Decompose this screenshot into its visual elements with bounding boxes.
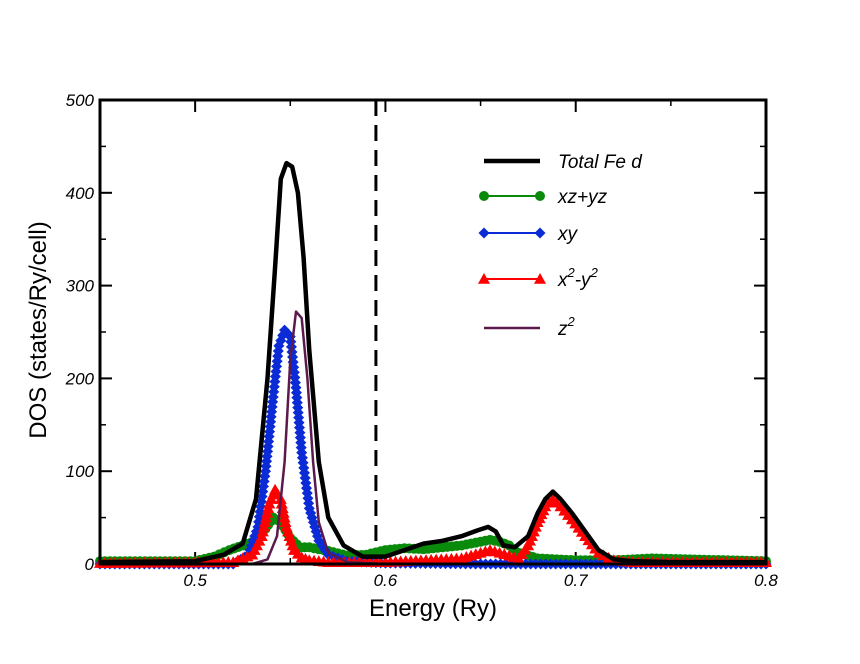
data-point bbox=[277, 506, 290, 518]
y-axis-title: DOS (states/Ry/cell) bbox=[25, 221, 52, 438]
legend-label: x2-y2 bbox=[557, 265, 599, 291]
legend-item: Total Fe d bbox=[484, 152, 643, 173]
legend-marker bbox=[534, 273, 546, 284]
y-tick-label: 100 bbox=[66, 462, 95, 481]
legend-marker bbox=[534, 227, 546, 239]
x-tick-label: 0.6 bbox=[374, 571, 398, 590]
legend-marker bbox=[478, 273, 490, 284]
y-tick-label: 300 bbox=[66, 277, 95, 296]
x-tick-label: 0.5 bbox=[183, 571, 207, 590]
axis-ticks bbox=[99, 99, 767, 565]
series-xy bbox=[94, 324, 772, 570]
x-tick-label: 0.8 bbox=[754, 571, 778, 590]
y-tick-label: 400 bbox=[66, 184, 95, 203]
y-tick-label: 0 bbox=[85, 555, 95, 574]
series-line bbox=[99, 160, 766, 565]
data-point bbox=[279, 516, 292, 528]
data-point bbox=[275, 497, 288, 509]
series-total-fe-d bbox=[99, 160, 766, 565]
series-line bbox=[100, 329, 766, 565]
legend-label: xy bbox=[557, 224, 579, 245]
y-tick-label: 200 bbox=[65, 369, 95, 388]
legend-marker bbox=[479, 191, 489, 201]
x-axis-title: Energy (Ry) bbox=[369, 595, 497, 622]
legend-marker bbox=[478, 227, 490, 239]
legend-item: x2-y2 bbox=[478, 265, 599, 291]
legend-marker bbox=[535, 191, 545, 201]
legend-item: xz+yz bbox=[479, 187, 608, 208]
y-tick-label: 500 bbox=[66, 91, 95, 110]
series-z2 bbox=[100, 310, 766, 566]
legend-label: xz+yz bbox=[557, 187, 608, 208]
plot-frame bbox=[98, 98, 768, 566]
legend: Total Fe d xz+yz xy x2-y2 z2 bbox=[478, 152, 643, 340]
legend-item: z2 bbox=[484, 314, 576, 340]
series-layer bbox=[94, 160, 772, 570]
data-point bbox=[246, 539, 258, 551]
data-point bbox=[278, 511, 291, 523]
legend-label: Total Fe d bbox=[558, 152, 643, 173]
tick-labels: 0.5 0.6 0.7 0.8 0 100 200 300 400 500 bbox=[65, 91, 779, 590]
x-tick-label: 0.7 bbox=[564, 571, 588, 590]
series-line bbox=[100, 310, 766, 566]
legend-item: xy bbox=[478, 224, 579, 245]
legend-label: z2 bbox=[557, 314, 576, 340]
